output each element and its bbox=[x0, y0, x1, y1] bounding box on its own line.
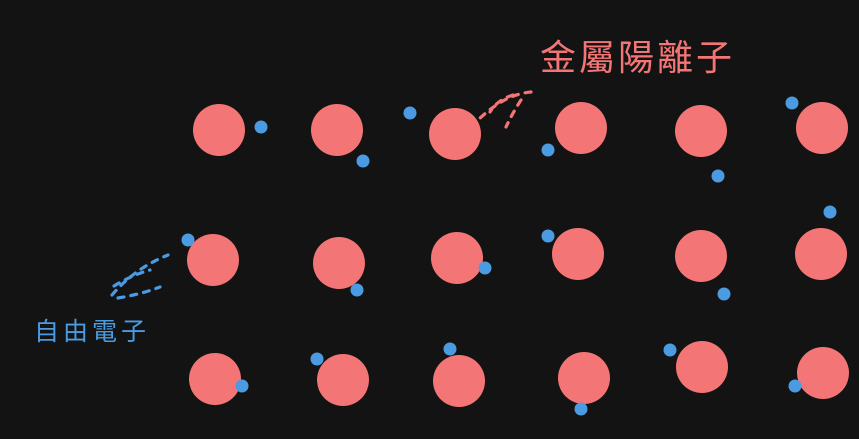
free-electron-14 bbox=[310, 352, 324, 366]
free-electron-15 bbox=[443, 342, 457, 356]
free-electron-18 bbox=[788, 379, 802, 393]
metal-cation-12 bbox=[795, 228, 847, 280]
free-electron-6 bbox=[785, 96, 799, 110]
free-electron-4 bbox=[541, 143, 555, 157]
electron-pointer-line-1 bbox=[110, 253, 170, 297]
free-electron-13 bbox=[235, 379, 249, 393]
metal-cation-5 bbox=[675, 105, 727, 157]
free-electron-2 bbox=[356, 154, 370, 168]
free-electron-12 bbox=[823, 205, 837, 219]
free-electrons bbox=[181, 96, 837, 416]
metal-cation-10 bbox=[552, 228, 604, 280]
metal-cation-label: 金屬陽離子 bbox=[540, 38, 735, 79]
free-electron-9 bbox=[478, 261, 492, 275]
metal-cation-7 bbox=[187, 234, 239, 286]
metal-cation-9 bbox=[431, 232, 483, 284]
metal-cation-14 bbox=[317, 354, 369, 406]
metal-cation-1 bbox=[193, 104, 245, 156]
metal-cation-2 bbox=[311, 104, 363, 156]
metal-cation-6 bbox=[796, 102, 848, 154]
free-electron-label: 自由電子 bbox=[34, 317, 150, 346]
metal-cation-lattice bbox=[187, 102, 849, 407]
cation-pointer-line-1 bbox=[476, 90, 533, 122]
metal-cation-17 bbox=[676, 341, 728, 393]
free-electron-3 bbox=[403, 106, 417, 120]
electron-label-pointer bbox=[110, 253, 170, 300]
cation-label-pointer bbox=[476, 90, 533, 129]
cation-pointer-line-2 bbox=[504, 98, 523, 129]
free-electron-11 bbox=[717, 287, 731, 301]
free-electron-17 bbox=[663, 343, 677, 357]
metal-cation-15 bbox=[433, 355, 485, 407]
metal-cation-16 bbox=[558, 352, 610, 404]
metal-cation-3 bbox=[429, 108, 481, 160]
free-electron-5 bbox=[711, 169, 725, 183]
free-electron-16 bbox=[574, 402, 588, 416]
metal-cation-18 bbox=[797, 347, 849, 399]
metal-cation-4 bbox=[555, 102, 607, 154]
free-electron-10 bbox=[541, 229, 555, 243]
annotation-pointers bbox=[110, 90, 533, 300]
cation-pointer-line-3 bbox=[488, 93, 515, 114]
metal-cation-13 bbox=[189, 353, 241, 405]
electron-pointer-line-2 bbox=[116, 285, 162, 300]
metal-cation-11 bbox=[675, 230, 727, 282]
free-electron-1 bbox=[254, 120, 268, 134]
metal-cation-8 bbox=[313, 237, 365, 289]
free-electron-7 bbox=[181, 233, 195, 247]
electron-pointer-line-3 bbox=[112, 268, 152, 288]
free-electron-8 bbox=[350, 283, 364, 297]
